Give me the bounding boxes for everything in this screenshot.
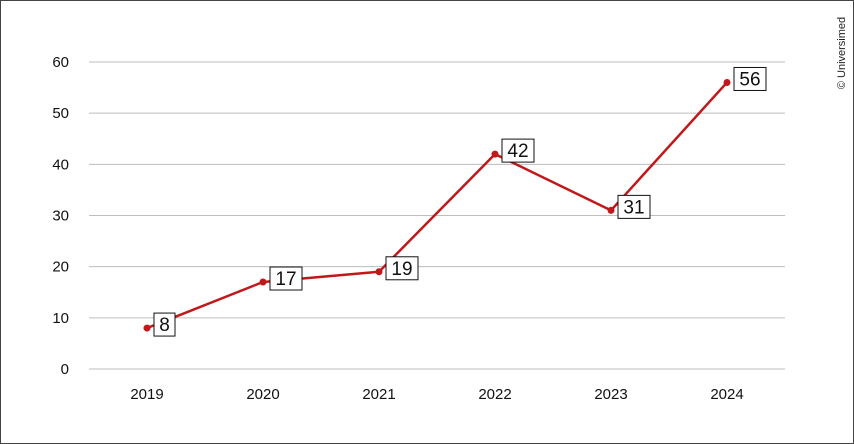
copyright-credit: © Universimed	[836, 16, 848, 90]
y-tick-label: 60	[52, 54, 69, 71]
data-points	[143, 78, 731, 332]
data-label-box	[617, 194, 651, 219]
x-tick-label: 2024	[710, 386, 743, 403]
data-label: 8	[153, 312, 176, 337]
x-axis-tick-labels: 2019 2020 2021 2022 2023 2024	[130, 386, 743, 403]
data-label-text: 8	[159, 315, 170, 336]
data-point	[491, 150, 499, 158]
data-label-box	[153, 312, 176, 337]
y-axis-tick-labels: 0 10 20 30 40 50 60	[52, 54, 69, 378]
data-label-box	[385, 256, 419, 281]
data-label: 42	[501, 138, 535, 163]
data-point	[723, 78, 731, 86]
y-tick-label: 10	[52, 310, 69, 327]
data-label-text: 42	[507, 141, 528, 162]
data-point	[259, 278, 267, 286]
data-point	[375, 268, 383, 276]
data-label: 17	[269, 266, 303, 291]
y-tick-label: 40	[52, 156, 69, 173]
x-tick-label: 2021	[362, 386, 395, 403]
data-label-text: 31	[623, 197, 644, 218]
data-label-box	[269, 266, 303, 291]
data-label: 19	[385, 256, 419, 281]
data-label-text: 17	[275, 269, 296, 290]
data-labels: 8 17 19 42 31 56	[153, 66, 767, 337]
data-label-text: 56	[739, 69, 760, 90]
data-label-box	[501, 138, 535, 163]
x-tick-label: 2019	[130, 386, 163, 403]
y-tick-label: 50	[52, 105, 69, 122]
data-label: 56	[733, 66, 767, 91]
series-line	[146, 81, 728, 330]
data-label-text: 19	[391, 259, 412, 280]
x-tick-label: 2023	[594, 386, 627, 403]
data-point	[607, 206, 615, 214]
x-tick-label: 2020	[246, 386, 279, 403]
y-tick-label: 0	[61, 361, 69, 378]
y-tick-label: 30	[52, 208, 69, 225]
data-label-box	[733, 66, 767, 91]
x-tick-label: 2022	[478, 386, 511, 403]
data-point	[143, 324, 151, 332]
data-label: 31	[617, 194, 651, 219]
series-polyline	[146, 81, 728, 330]
y-tick-label: 20	[52, 259, 69, 276]
grid-lines	[89, 61, 785, 370]
